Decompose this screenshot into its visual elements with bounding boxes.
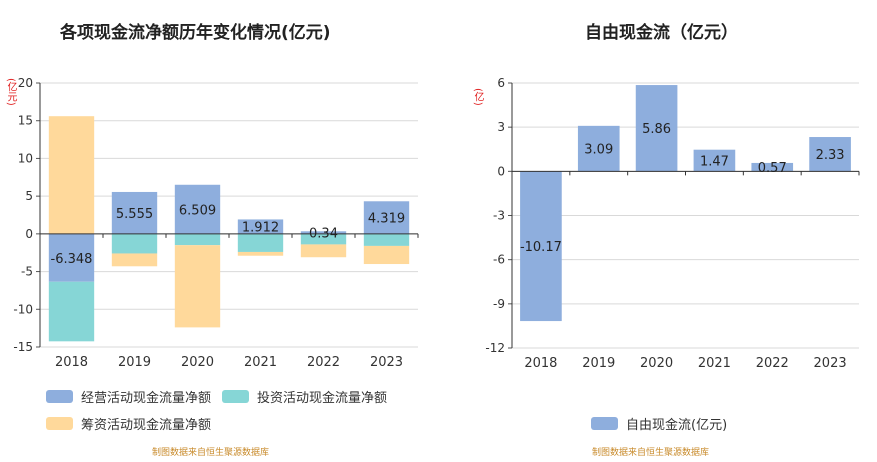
y-tick-label: -10: [13, 302, 33, 316]
y-tick-label: 0: [25, 227, 33, 241]
left-y-unit-label: (亿元): [5, 78, 16, 106]
data-label: 0.57: [758, 161, 787, 176]
y-tick-label: 20: [18, 76, 33, 90]
x-tick-label: 2022: [307, 355, 340, 370]
x-tick-label: 2021: [244, 355, 277, 370]
bar-2020-s1: [174, 233, 221, 246]
bar-2023-s0: [809, 137, 851, 172]
bar-2021-s2: [237, 251, 284, 256]
x-tick-label: 2018: [524, 356, 557, 371]
legend-swatch-operating: [46, 390, 73, 403]
legend-item-investing[interactable]: 投资活动现金流量净额: [222, 387, 387, 406]
right-chart-title: 自由现金流（亿元）: [585, 23, 738, 43]
legend-label-investing: 投资活动现金流量净额: [257, 391, 388, 406]
bar-2019-s2: [111, 253, 158, 267]
data-label: 0.34: [309, 227, 338, 242]
bar-2022-s2: [300, 244, 347, 258]
bar-2022-s0: [751, 162, 794, 172]
bar-2018-s0: [520, 171, 562, 322]
x-tick-label: 2020: [640, 356, 673, 371]
left-source-note: 制图数据来自恒生聚源数据库: [152, 448, 270, 458]
bar-2019-s1: [111, 233, 158, 254]
bar-2020-s0: [174, 184, 221, 234]
right-y-unit-label: (亿): [472, 88, 483, 106]
legend-swatch-financing: [46, 417, 73, 430]
x-tick-label: 2023: [370, 355, 403, 370]
legend-label-financing: 筹资活动现金流量净额: [81, 418, 212, 433]
y-tick-label: -9: [493, 297, 505, 311]
y-tick-label: -6: [493, 253, 505, 267]
x-tick-label: 2023: [814, 356, 847, 371]
y-tick-label: 5: [25, 189, 33, 203]
bar-2018-s0: [48, 233, 95, 282]
bar-2021-s1: [237, 233, 284, 252]
bar-2019-s0: [577, 125, 620, 172]
data-label: 5.555: [116, 207, 153, 222]
bar-2019-s0: [111, 191, 158, 234]
x-tick-label: 2021: [698, 356, 731, 371]
legend-item-operating[interactable]: 经营活动现金流量净额: [46, 387, 211, 406]
data-label: 3.09: [584, 143, 613, 158]
data-label: 2.33: [816, 148, 845, 163]
data-label: 1.912: [242, 221, 279, 236]
x-tick-label: 2019: [118, 355, 151, 370]
y-tick-label: -3: [493, 209, 505, 223]
legend-item-financing[interactable]: 筹资活动现金流量净额: [46, 414, 211, 433]
x-tick-label: 2020: [181, 355, 214, 370]
x-tick-label: 2018: [55, 355, 88, 370]
bar-2018-s2: [48, 116, 95, 234]
bar-2021-s0: [237, 219, 284, 234]
bar-2023-s1: [363, 233, 410, 246]
left-chart-title: 各项现金流净额历年变化情况(亿元): [60, 23, 331, 43]
data-label: 4.319: [368, 212, 405, 227]
legend-swatch-fcf: [591, 417, 618, 430]
x-tick-label: 2019: [582, 356, 615, 371]
legend-label-operating: 经营活动现金流量净额: [81, 391, 212, 406]
bar-2022-s1: [300, 233, 347, 245]
y-tick-label: 10: [18, 151, 33, 165]
data-label: 5.86: [642, 122, 671, 137]
bar-2023-s0: [363, 201, 410, 234]
legend-item-fcf[interactable]: 自由现金流(亿元): [591, 414, 727, 433]
y-tick-label: 3: [497, 120, 505, 134]
y-tick-label: -12: [485, 341, 505, 355]
x-tick-label: 2022: [756, 356, 789, 371]
legend-label-fcf: 自由现金流(亿元): [626, 418, 728, 433]
data-label: -10.17: [520, 240, 562, 255]
y-tick-label: 6: [497, 76, 505, 90]
legend-swatch-investing: [222, 390, 249, 403]
bar-2023-s2: [363, 245, 410, 265]
bar-2022-s0: [300, 231, 347, 234]
right-source-note: 制图数据来自恒生聚源数据库: [592, 448, 710, 458]
y-tick-label: 0: [497, 164, 505, 178]
data-label: 6.509: [179, 203, 216, 218]
bar-2021-s0: [693, 149, 736, 172]
y-tick-label: -15: [13, 340, 33, 354]
bar-2020-s2: [174, 245, 221, 328]
y-tick-label: -5: [21, 265, 33, 279]
data-label: -6.348: [51, 252, 93, 267]
bar-2018-s1: [48, 281, 95, 342]
data-label: 1.47: [700, 155, 729, 170]
y-tick-label: 15: [18, 114, 33, 128]
bar-2020-s0: [635, 85, 678, 172]
